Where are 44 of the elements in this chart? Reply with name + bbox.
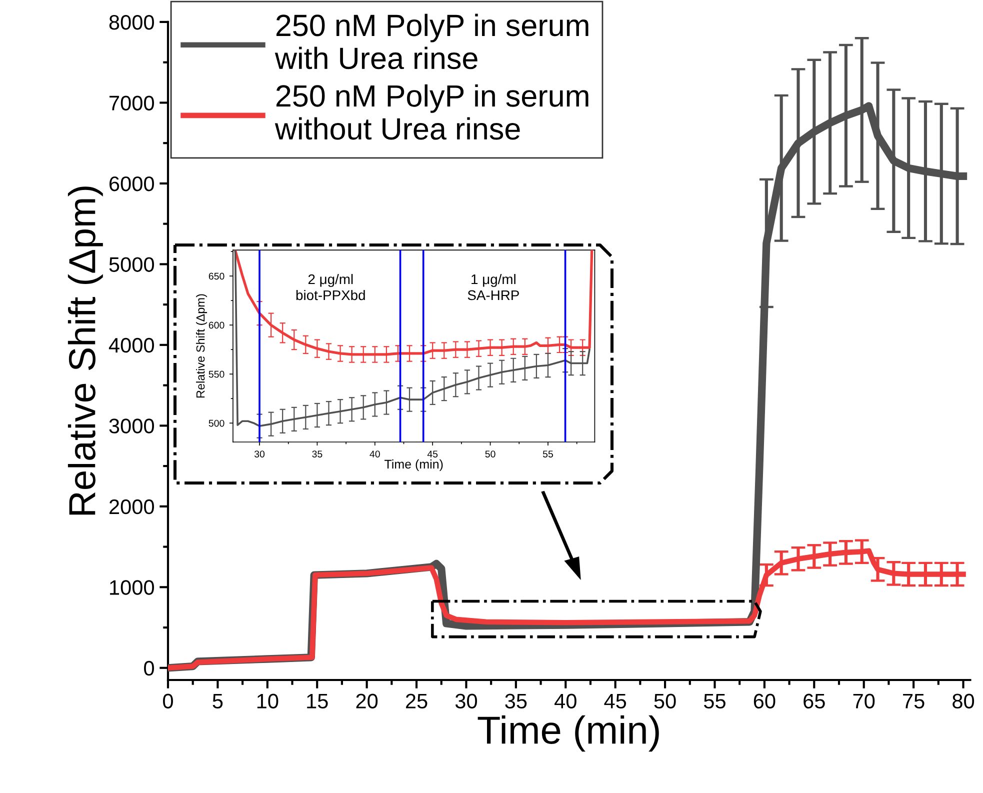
y-tick-label: 8000: [109, 14, 154, 30]
y-tick-label: 500: [208, 420, 224, 427]
x-tick-label: 60: [754, 694, 776, 708]
x-tick-label: 80: [952, 694, 974, 708]
x-tick-label: 50: [654, 694, 676, 708]
y-tick-label: 2000: [110, 499, 154, 514]
y-tick-label: 600: [208, 322, 224, 329]
x-tick-label: 75: [903, 694, 924, 708]
annotation: 2 μg/ml biot-PPXbd: [296, 274, 365, 300]
y-tick-label: 4000: [108, 338, 154, 353]
x-tick-label: 40: [554, 694, 576, 708]
x-tick-label: 45: [604, 694, 626, 708]
x-tick-label: 20: [356, 694, 378, 708]
legend-label: 250 nM PolyP in serum without Urea rinse: [274, 84, 588, 140]
x-tick-label: 40: [370, 450, 380, 458]
x-axis-title: Time (min): [384, 459, 443, 472]
x-tick-label: 5: [212, 694, 223, 708]
x-tick-label: 65: [804, 694, 825, 708]
annotation: 1 μg/ml SA-HRP: [468, 274, 519, 300]
y-tick-label: 3000: [109, 418, 154, 434]
x-tick-label: 15: [307, 694, 328, 708]
x-tick-label: 45: [427, 450, 438, 458]
y-axis-title: Relative Shift (Δpm): [68, 186, 103, 515]
y-tick-label: 0: [144, 660, 154, 676]
y-axis-title: Relative Shift (Δpm): [196, 294, 208, 398]
x-tick-label: 30: [254, 450, 265, 458]
x-tick-label: 55: [542, 450, 553, 458]
x-tick-label: 10: [257, 694, 278, 708]
x-tick-label: 70: [853, 694, 875, 708]
y-tick-label: 650: [208, 272, 224, 280]
y-tick-label: 5000: [109, 257, 154, 272]
legend-label: 250 nM PolyP in serum with Urea rinse: [274, 14, 588, 70]
x-tick-label: 55: [704, 694, 726, 708]
x-tick-label: 35: [312, 450, 322, 458]
x-axis-title: Time (min): [478, 715, 659, 752]
y-tick-label: 7000: [110, 96, 154, 110]
y-tick-label: 550: [208, 370, 224, 378]
x-tick-label: 0: [163, 694, 173, 708]
x-tick-label: 25: [406, 694, 428, 708]
y-tick-label: 1000: [110, 580, 154, 595]
y-tick-label: 6000: [110, 176, 154, 192]
x-tick-label: 35: [505, 694, 527, 708]
x-tick-label: 30: [455, 694, 477, 708]
x-tick-label: 50: [485, 450, 496, 458]
